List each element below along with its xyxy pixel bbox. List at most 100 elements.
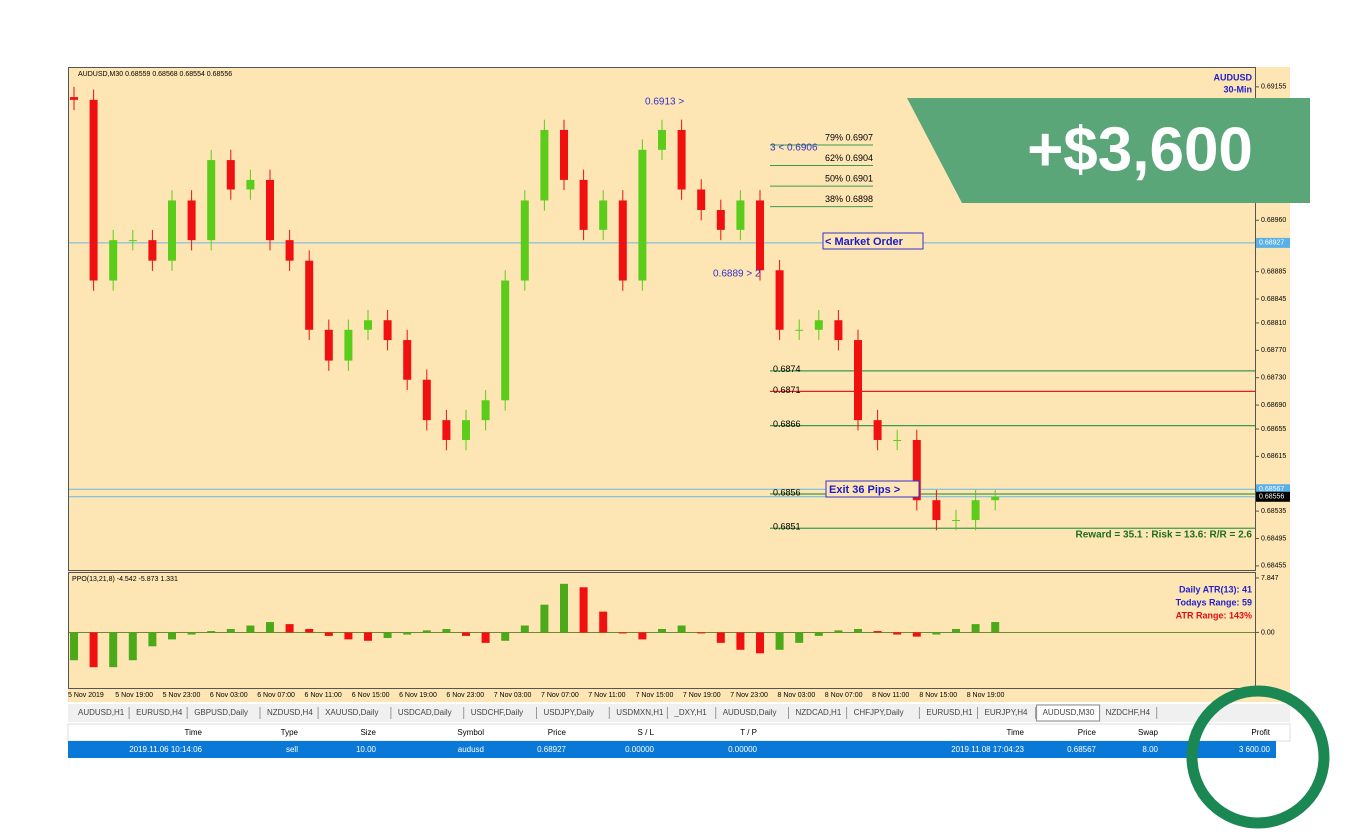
candle-body (344, 329, 353, 361)
candle-body (893, 439, 902, 441)
annotation: 3 < 0.6906 (770, 143, 818, 154)
tab[interactable]: AUDUSD,Daily (723, 708, 777, 717)
cell[interactable]: 8.00 (1142, 745, 1158, 754)
cell[interactable]: 0.68567 (1067, 745, 1096, 754)
x-tick-label: 8 Nov 11:00 (872, 692, 909, 699)
cell[interactable]: sell (286, 745, 298, 754)
histogram-bar (520, 625, 529, 633)
candle-body (540, 129, 549, 201)
column-header[interactable]: Type (281, 728, 299, 737)
tab[interactable]: NZDCAD,H1 (796, 708, 842, 717)
candle-body (442, 420, 451, 440)
candle-body (89, 99, 98, 281)
tab[interactable]: USDJPY,Daily (544, 708, 595, 717)
y-tick-label: 0.69155 (1261, 84, 1286, 91)
candle-body (854, 340, 862, 421)
y-tick-label: 0.68535 (1261, 508, 1286, 515)
candle-body (579, 179, 588, 230)
tab-active (1036, 704, 1101, 722)
x-tick-label: 6 Nov 11:00 (305, 692, 342, 699)
histogram-bar (168, 632, 176, 640)
y-tick-label: 0.68655 (1261, 426, 1286, 433)
profit-banner-text: +$3,600 (1027, 115, 1253, 184)
x-tick-label: 7 Nov 07:00 (541, 692, 579, 699)
column-header[interactable]: Symbol (457, 728, 484, 737)
column-header[interactable]: S / L (638, 728, 655, 737)
tab[interactable]: EURUSD,H4 (136, 708, 183, 717)
candle-body (814, 320, 823, 330)
candle-body (599, 200, 608, 230)
cell[interactable]: 2019.11.08 17:04:23 (951, 745, 1024, 754)
level-label: 0.6851 (773, 522, 801, 532)
fib-label: 38% 0.6898 (825, 194, 873, 204)
market-price-tag (1256, 237, 1290, 248)
tab[interactable]: CHFJPY,Daily (854, 708, 904, 717)
y-tick-label: 0.68495 (1261, 535, 1286, 542)
candle-body (481, 400, 490, 421)
histogram-bar (501, 632, 510, 641)
column-header[interactable]: Size (360, 728, 376, 737)
column-header[interactable]: Profit (1251, 728, 1270, 737)
tab[interactable]: GBPUSD,Daily (194, 708, 248, 717)
candle-body (422, 379, 431, 421)
candle-body (952, 520, 960, 522)
x-tick-label: 6 Nov 23:00 (446, 692, 484, 699)
cell[interactable]: 0.00000 (728, 745, 757, 754)
histogram-bar (991, 622, 1000, 633)
histogram-bar (246, 625, 255, 633)
bid-price-tag (1256, 491, 1290, 502)
tab[interactable]: NZDCHF,H4 (1106, 708, 1151, 717)
candle-body (677, 129, 686, 190)
histogram-bar (324, 632, 333, 636)
tab[interactable]: EURJPY,H4 (985, 708, 1029, 717)
y-tick-label: 7.847 (1261, 575, 1279, 582)
histogram-bar (89, 632, 98, 668)
tab[interactable]: _DXY,H1 (673, 708, 707, 717)
cell[interactable]: 3 600.00 (1239, 745, 1271, 754)
column-header[interactable]: T / P (740, 728, 757, 737)
column-header[interactable]: Time (185, 728, 203, 737)
tab[interactable]: NZDUSD,H4 (267, 708, 313, 717)
histogram-bar (442, 628, 451, 633)
tab[interactable]: USDMXN,H1 (616, 708, 664, 717)
candle-body (736, 200, 745, 230)
histogram-bar (383, 632, 392, 638)
tab[interactable]: USDCAD,Daily (398, 708, 452, 717)
candle-body (462, 420, 470, 440)
candle-body (697, 189, 706, 211)
candle-body (912, 439, 921, 501)
cell[interactable]: audusd (458, 745, 484, 754)
x-tick-label: 6 Nov 03:00 (210, 692, 248, 699)
tab[interactable]: XAUUSD,Daily (325, 708, 378, 717)
atr-range-label: ATR Range: 143% (1176, 610, 1252, 620)
level-label: 0.6874 (773, 364, 801, 374)
column-header[interactable]: Time (1007, 728, 1025, 737)
x-tick-label: 7 Nov 11:00 (588, 692, 625, 699)
cell[interactable]: 0.00000 (625, 745, 654, 754)
x-tick-label: 5 Nov 23:00 (163, 692, 201, 699)
histogram-bar (873, 631, 882, 633)
y-tick-label: 0.68615 (1261, 453, 1286, 460)
column-header[interactable]: Price (548, 728, 567, 737)
column-header[interactable]: Swap (1138, 728, 1159, 737)
y-tick-label: 0.00 (1261, 629, 1275, 636)
cell[interactable]: 2019.11.06 10:14:06 (129, 745, 202, 754)
tab[interactable]: AUDUSD,H1 (78, 708, 125, 717)
histogram-bar (560, 583, 568, 633)
tab[interactable]: AUDUSD,M30 (1043, 708, 1095, 717)
corner-timeframe: 30-Min (1223, 84, 1252, 94)
cell[interactable]: 10.00 (356, 745, 377, 754)
candle-body (148, 240, 157, 261)
histogram-bar (540, 604, 549, 633)
column-header[interactable]: Price (1078, 728, 1097, 737)
annotation: 0.6889 > 2 (713, 269, 761, 280)
candle-body (560, 129, 568, 180)
histogram-bar (148, 632, 157, 647)
tab[interactable]: USDCHF,Daily (471, 708, 523, 717)
y-tick-label: 0.68730 (1261, 375, 1286, 382)
highlight-circle (1186, 685, 1330, 829)
tab[interactable]: EURUSD,H1 (926, 708, 973, 717)
fib-label: 62% 0.6904 (825, 153, 873, 163)
cell[interactable]: 0.68927 (537, 745, 566, 754)
